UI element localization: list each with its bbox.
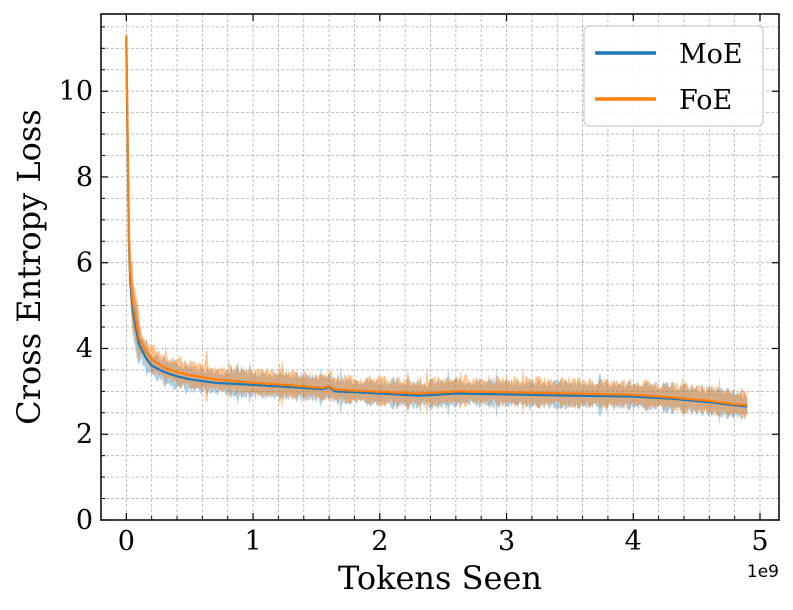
- x-tick-label: 5: [751, 526, 768, 557]
- y-tick-label: 2: [76, 419, 93, 450]
- series-line-moe: [125, 39, 748, 408]
- series-lines: [125, 35, 748, 408]
- series-line-foe: [125, 35, 748, 407]
- x-tick-label: 3: [498, 526, 515, 557]
- y-tick-label: 0: [76, 505, 93, 536]
- x-tick-label: 1: [244, 526, 261, 557]
- x-tick-label: 2: [371, 526, 388, 557]
- y-tick-label: 8: [76, 162, 93, 193]
- legend-box: [583, 25, 764, 127]
- x-axis-title: Tokens Seen: [338, 559, 542, 597]
- x-axis-offset-label: 1e9: [747, 562, 779, 582]
- plot-frame: [100, 13, 780, 521]
- legend-label-foe: FoE: [679, 85, 732, 116]
- noise-band-moe: [126, 13, 748, 422]
- y-tick-label: 10: [59, 76, 93, 107]
- legend: MoE FoE: [583, 25, 764, 127]
- axis-ticks: 0 1 2 3 4 5 0 2 4 6 8 10: [59, 14, 779, 557]
- noise-band-foe: [126, 13, 748, 427]
- noise-bands: [126, 13, 748, 427]
- x-tick-label: 4: [625, 526, 642, 557]
- legend-label-moe: MoE: [679, 39, 743, 70]
- x-tick-label: 0: [118, 526, 135, 557]
- y-axis-title: Cross Entropy Loss: [10, 109, 48, 425]
- y-tick-label: 4: [76, 333, 93, 364]
- y-tick-label: 6: [76, 248, 93, 279]
